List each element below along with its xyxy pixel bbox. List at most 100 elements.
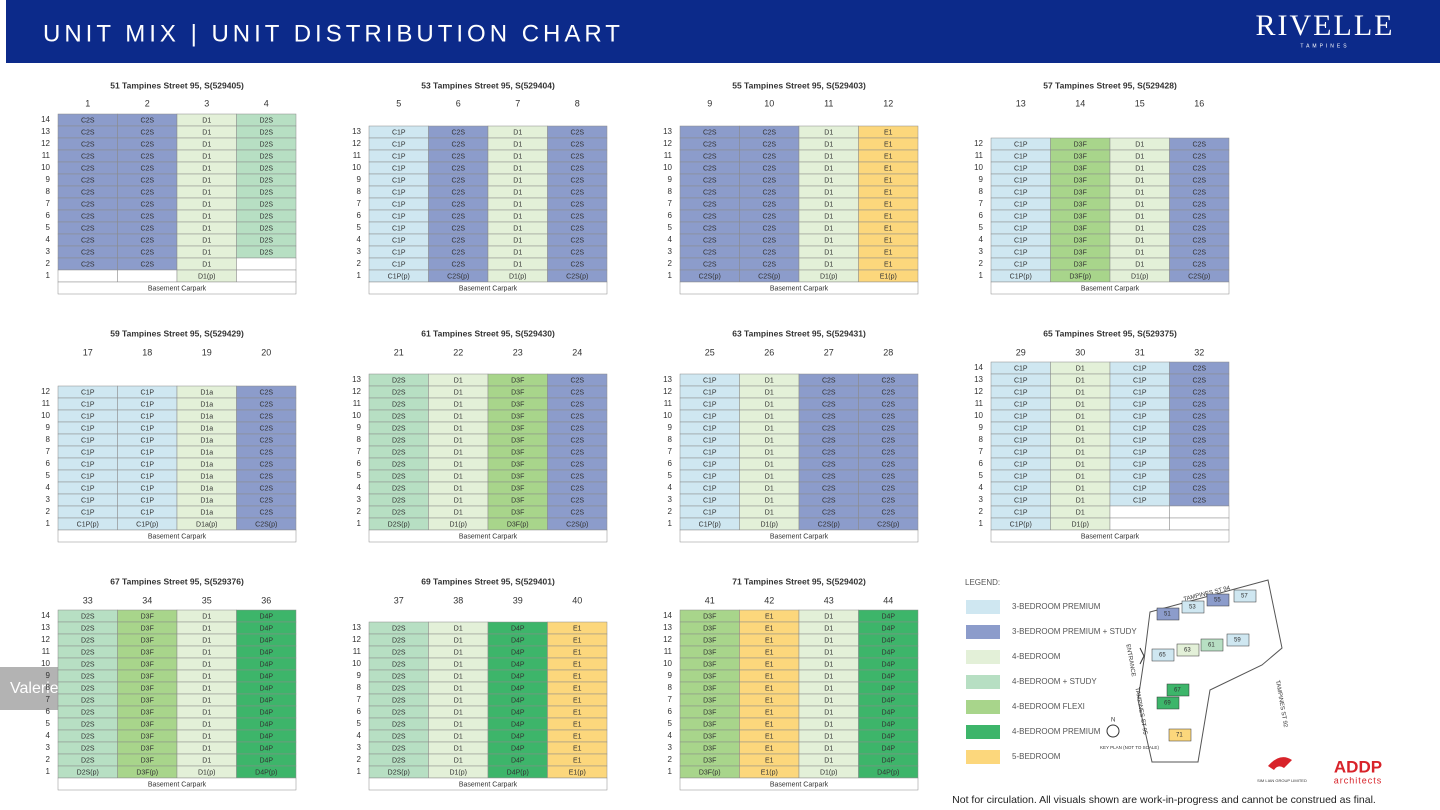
stack-number: 6 xyxy=(456,98,461,108)
unit-label: D1 xyxy=(454,661,463,668)
stack-number: 27 xyxy=(824,347,834,357)
unit-label: C2S xyxy=(140,141,154,148)
stack-number: 21 xyxy=(394,347,404,357)
unit-label: D3F(p) xyxy=(1069,273,1091,280)
stack-number: 30 xyxy=(1075,347,1085,357)
unit-label: D1 xyxy=(1076,377,1085,384)
floor-number: 11 xyxy=(353,647,362,656)
unit-label: C2S xyxy=(81,141,95,148)
unit-cell xyxy=(1169,505,1230,519)
unit-label: D1 xyxy=(1076,473,1085,480)
unit-label: D2S xyxy=(392,449,406,456)
unit-label: D1 xyxy=(454,637,463,644)
unit-label: C2S(p) xyxy=(447,273,469,280)
stack-number: 39 xyxy=(513,595,523,605)
unit-label: D4P xyxy=(881,757,895,764)
unit-label: E1 xyxy=(765,709,774,716)
legend-swatch xyxy=(966,750,1000,764)
unit-label: D1 xyxy=(454,497,463,504)
block-title: 61 Tampines Street 95, S(529430) xyxy=(421,328,555,338)
unit-label: C2S(p) xyxy=(566,273,588,280)
architect-sub: architects xyxy=(1334,775,1383,785)
unit-label: D2S xyxy=(259,129,273,136)
unit-label: C1P xyxy=(81,485,95,492)
unit-label: D3F xyxy=(1074,177,1087,184)
unit-label: D4P xyxy=(511,721,525,728)
unit-label: D1 xyxy=(202,685,211,692)
key-plan-block xyxy=(1156,696,1180,710)
unit-label: D1 xyxy=(202,213,211,220)
unit-label: D1 xyxy=(454,401,463,408)
unit-label: D3F xyxy=(141,637,154,644)
floor-number: 6 xyxy=(979,211,984,220)
unit-label: D1a xyxy=(200,413,213,420)
unit-label: C2S(p) xyxy=(758,273,780,280)
unit-label: C2S xyxy=(140,201,154,208)
unit-label: D4P xyxy=(881,745,895,752)
unit-label: C2S xyxy=(881,449,895,456)
unit-label: D2S xyxy=(81,637,95,644)
unit-label: C1P xyxy=(1014,401,1028,408)
unit-label: D3F xyxy=(703,625,716,632)
unit-label: D1 xyxy=(1076,437,1085,444)
unit-label: C2S xyxy=(822,437,836,444)
unit-label: D1 xyxy=(202,745,211,752)
architect-name: ADDP xyxy=(1334,757,1382,776)
footer-note: Not for circulation. All visuals shown a… xyxy=(952,794,1376,806)
unit-label: D1a(p) xyxy=(196,521,217,528)
floor-number: 4 xyxy=(357,235,362,244)
unit-label: C1P xyxy=(140,389,154,396)
unit-label: D4P xyxy=(259,697,273,704)
floor-number: 10 xyxy=(974,411,983,420)
unit-label: C1P xyxy=(703,485,717,492)
unit-label: D2S(p) xyxy=(388,521,410,528)
unit-label: C2S xyxy=(570,201,584,208)
unit-label: C2S xyxy=(451,177,465,184)
unit-label: D2S xyxy=(392,697,406,704)
unit-label: C2S xyxy=(451,237,465,244)
unit-label: D1 xyxy=(454,709,463,716)
unit-label: C2S xyxy=(451,129,465,136)
unit-label: C2S xyxy=(1192,249,1206,256)
unit-label: C2S xyxy=(140,225,154,232)
unit-label: D1 xyxy=(824,709,833,716)
unit-label: C2S(p) xyxy=(818,521,840,528)
unit-label: C1P xyxy=(1133,377,1147,384)
unit-label: D2S xyxy=(259,117,273,124)
unit-label: D1a xyxy=(200,473,213,480)
key-plan xyxy=(1106,579,1283,763)
unit-cell xyxy=(1169,517,1230,531)
unit-label: D1 xyxy=(454,625,463,632)
unit-label: C2S xyxy=(570,401,584,408)
key-plan-block-label: 63 xyxy=(1184,648,1191,654)
unit-label: D3F xyxy=(141,625,154,632)
unit-label: C2S xyxy=(259,425,273,432)
unit-label: D3F xyxy=(703,721,716,728)
block-title: 63 Tampines Street 95, S(529431) xyxy=(732,328,866,338)
unit-label: D1 xyxy=(202,721,211,728)
unit-label: C2S xyxy=(1192,141,1206,148)
unit-label: C2S xyxy=(140,177,154,184)
floor-number: 5 xyxy=(357,223,362,232)
floor-number: 9 xyxy=(357,423,362,432)
unit-label: D1 xyxy=(824,237,833,244)
key-plan-block-label: 53 xyxy=(1189,605,1196,611)
basement-label: Basement Carpark xyxy=(459,285,518,292)
unit-label: C2S xyxy=(81,261,95,268)
unit-label: D1 xyxy=(1076,449,1085,456)
unit-label: D2S xyxy=(259,177,273,184)
key-plan-block-label: 71 xyxy=(1176,733,1183,739)
block-title: 53 Tampines Street 95, S(529404) xyxy=(421,80,555,90)
unit-label: C1P xyxy=(1014,225,1028,232)
unit-label: C2S xyxy=(1192,213,1206,220)
unit-label: D1 xyxy=(454,721,463,728)
stack-number: 2 xyxy=(145,98,150,108)
unit-label: C2S xyxy=(762,237,776,244)
unit-label: C2S xyxy=(703,153,717,160)
unit-label: D1 xyxy=(513,165,522,172)
floor-number: 4 xyxy=(668,483,673,492)
basement-row xyxy=(368,281,608,295)
basement-row xyxy=(990,529,1230,543)
unit-label: D4P xyxy=(259,613,273,620)
unit-label: C2S xyxy=(703,225,717,232)
